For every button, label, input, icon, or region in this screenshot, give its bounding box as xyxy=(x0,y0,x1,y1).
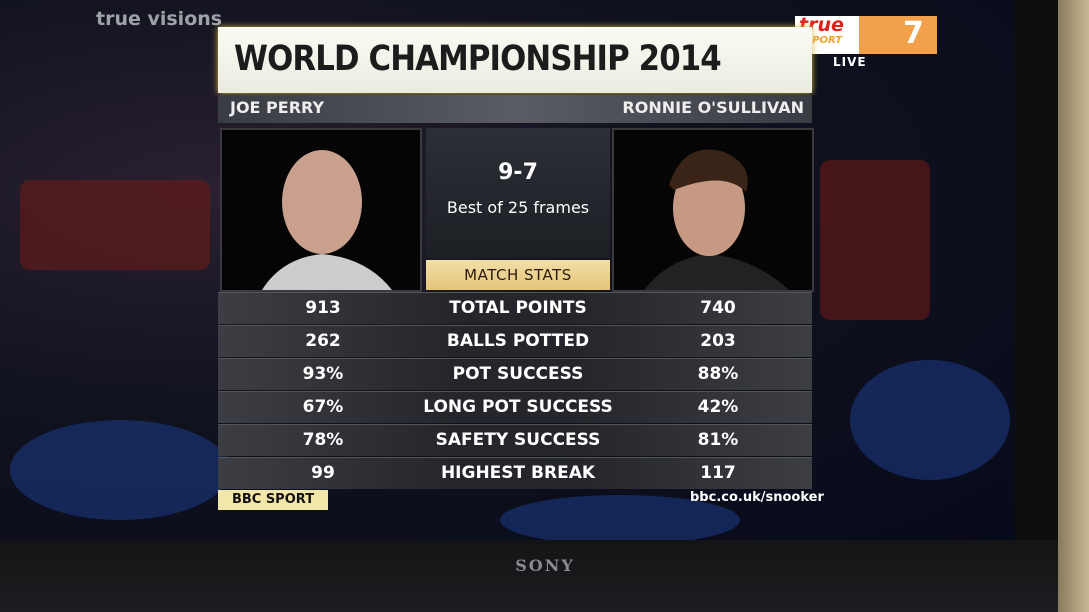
stat-label: LONG POT SUCCESS xyxy=(423,397,613,417)
player-photo xyxy=(220,128,422,292)
stats-row: 93% POT SUCCESS 88% xyxy=(218,358,812,390)
section-label: MATCH STATS xyxy=(426,260,610,290)
title-bar: WORLD CHAMPIONSHIP 2014 xyxy=(218,27,812,93)
stats-row: 913 TOTAL POINTS 740 xyxy=(218,292,812,324)
footer-url: bbc.co.uk/snooker xyxy=(690,490,824,505)
stat-value: 117 xyxy=(700,463,736,483)
badge-number: 7 xyxy=(903,16,924,51)
tv-sidebar xyxy=(1015,0,1058,540)
live-label: LIVE xyxy=(833,55,867,69)
brand-logo: SONY xyxy=(515,556,575,575)
stats-row: 67% LONG POT SUCCESS 42% xyxy=(218,391,812,423)
player-photo xyxy=(612,128,814,292)
stats-row: 78% SAFETY SUCCESS 81% xyxy=(218,424,812,456)
stat-value: 262 xyxy=(305,331,341,351)
stat-label: TOTAL POINTS xyxy=(449,298,587,318)
bbc-logo: BBC SPORT xyxy=(218,490,328,510)
names-bar: JOE PERRY RONNIE O'SULLIVAN xyxy=(218,95,812,123)
stat-label: HIGHEST BREAK xyxy=(440,463,596,483)
stats-row: 262 BALLS POTTED 203 xyxy=(218,325,812,357)
portrait xyxy=(644,149,789,290)
stat-label: BALLS POTTED xyxy=(446,331,590,351)
tv-bezel xyxy=(0,540,1058,612)
stat-value: 42% xyxy=(697,397,739,417)
stat-value: 740 xyxy=(700,298,736,318)
player-name: RONNIE O'SULLIVAN xyxy=(622,98,804,117)
stat-value: 81% xyxy=(697,430,739,450)
stats-row: 99 HIGHEST BREAK 117 xyxy=(218,457,812,489)
match-format: Best of 25 frames xyxy=(446,198,590,217)
portrait xyxy=(262,150,392,290)
sport-badge: true SPORT 7 xyxy=(795,14,937,54)
stat-value: 913 xyxy=(305,298,341,318)
stat-label: POT SUCCESS xyxy=(452,364,584,384)
stat-value: 67% xyxy=(302,397,344,417)
wall xyxy=(1058,0,1089,612)
stat-value: 88% xyxy=(697,364,739,384)
stat-label: SAFETY SUCCESS xyxy=(435,430,601,450)
channel-logo: true visions xyxy=(96,8,223,30)
stat-value: 78% xyxy=(302,430,344,450)
crowd-background xyxy=(10,160,1010,540)
stat-value: 93% xyxy=(302,364,344,384)
title: WORLD CHAMPIONSHIP 2014 xyxy=(234,39,722,79)
badge-text: SPORT xyxy=(805,35,843,46)
score-panel xyxy=(426,128,610,258)
score: 9-7 xyxy=(498,160,538,185)
stat-value: 99 xyxy=(311,463,335,483)
stat-value: 203 xyxy=(700,331,736,351)
player-name: JOE PERRY xyxy=(230,98,325,117)
